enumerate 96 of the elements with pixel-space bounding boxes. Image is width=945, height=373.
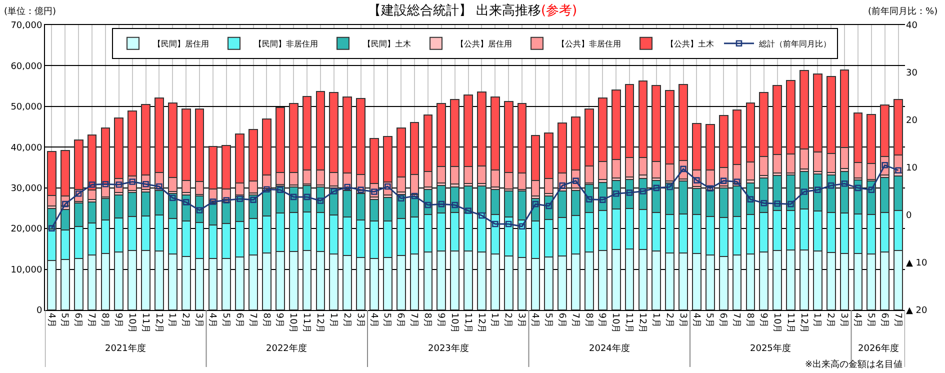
- text: 2021年度: [105, 343, 146, 354]
- y2-tick-label: ▲ 20: [906, 306, 928, 316]
- x-tick-label: 6月: [878, 312, 889, 328]
- legend-label: 【公共】土木: [666, 39, 714, 48]
- x-tick-label: 3月: [516, 312, 526, 328]
- x-tick-label: 4月: [368, 312, 378, 328]
- x-tick-label: 12月: [798, 312, 808, 334]
- legend-label: 【民間】非居住用: [254, 39, 318, 48]
- x-tick-label: 3月: [677, 312, 688, 328]
- text: 2025年度: [750, 343, 791, 354]
- text: ※出来高の金額は名目値: [805, 359, 903, 370]
- x-tick-label: 8月: [744, 312, 755, 328]
- y-tick-label: 40,000: [10, 143, 42, 154]
- x-tick-label: 6月: [72, 312, 83, 328]
- x-tick-label: 4月: [852, 312, 862, 328]
- x-tick-label: 5月: [220, 312, 230, 328]
- x-tick-label: 1月: [328, 312, 338, 328]
- x-tick-label: 10月: [126, 312, 136, 334]
- x-tick-label: 12月: [314, 312, 325, 334]
- y2-tick-label: 20: [906, 116, 918, 126]
- x-tick-label: 12月: [637, 312, 648, 334]
- x-tick-label: 4月: [530, 312, 540, 328]
- y-tick-label: 50,000: [10, 102, 42, 113]
- x-tick-label: 3月: [838, 312, 849, 328]
- y-tick-label: 30,000: [10, 184, 42, 194]
- y-axis-title: (単位：億円): [4, 6, 56, 17]
- text: 2026年度: [858, 343, 899, 354]
- y-tick-label: 10,000: [10, 265, 42, 276]
- y-tick-label: 0: [36, 306, 42, 316]
- x-tick-label: 2月: [341, 312, 352, 328]
- x-tick-label: 7月: [731, 312, 742, 328]
- x-tick-label: 5月: [542, 312, 553, 328]
- x-tick-label: 6月: [718, 312, 728, 328]
- x-tick-label: 7月: [86, 312, 96, 328]
- x-tick-label: 11月: [140, 312, 150, 334]
- x-tick-label: 10月: [448, 312, 459, 334]
- x-tick-label: 9月: [435, 312, 446, 328]
- x-tick-label: 7月: [408, 312, 419, 328]
- x-tick-label: 9月: [596, 312, 607, 328]
- x-tick-label: 10月: [610, 312, 620, 334]
- x-tick-label: 4月: [207, 312, 218, 328]
- x-tick-label: 9月: [112, 312, 123, 328]
- x-tick-label: 8月: [583, 312, 594, 328]
- x-tick-label: 1月: [166, 312, 177, 328]
- legend-label: 総計（前年同月比）: [758, 39, 831, 48]
- x-tick-label: 1月: [489, 312, 500, 328]
- x-tick-label: 6月: [395, 312, 406, 328]
- x-tick-label: 6月: [234, 312, 244, 328]
- x-tick-label: 7月: [247, 312, 258, 328]
- y2-tick-label: 40: [906, 21, 918, 32]
- legend-label: 【民間】居住用: [153, 39, 209, 48]
- text: 2024年度: [589, 343, 630, 354]
- legend-label: 【民間】土木: [363, 39, 411, 48]
- x-tick-label: 5月: [865, 312, 876, 328]
- x-tick-label: 11月: [462, 312, 472, 334]
- chart-subtitle: (参考): [540, 4, 578, 19]
- x-tick-label: 10月: [771, 312, 782, 334]
- x-tick-label: 8月: [422, 312, 432, 328]
- y-tick-label: 60,000: [10, 62, 42, 72]
- x-tick-label: 7月: [570, 312, 580, 328]
- x-tick-label: 9月: [758, 312, 768, 328]
- x-tick-label: 2月: [180, 312, 190, 328]
- x-tick-label: 3月: [194, 312, 204, 328]
- x-tick-label: 12月: [476, 312, 486, 334]
- x-tick-label: 4月: [690, 312, 701, 328]
- x-tick-label: 5月: [382, 312, 392, 328]
- x-tick-label: 1月: [812, 312, 822, 328]
- x-tick-label: 5月: [704, 312, 714, 328]
- y2-tick-label: ▲ 10: [906, 258, 928, 269]
- x-tick-label: 10月: [288, 312, 298, 334]
- x-tick-label: 6月: [556, 312, 566, 328]
- x-tick-label: 11月: [301, 312, 312, 334]
- y-tick-label: 20,000: [10, 224, 42, 235]
- x-tick-label: 2月: [664, 312, 674, 328]
- x-tick-label: 9月: [274, 312, 284, 328]
- x-tick-label: 12月: [153, 312, 164, 334]
- x-tick-label: 8月: [260, 312, 271, 328]
- y2-axis-title: (前年同月比：%): [868, 6, 938, 17]
- x-tick-label: 3月: [354, 312, 365, 328]
- y2-tick-label: 10: [906, 164, 918, 174]
- y2-tick-label: 30: [906, 68, 918, 79]
- text: 2023年度: [428, 343, 469, 354]
- legend-label: 【公共】居住用: [456, 39, 512, 48]
- x-tick-label: 2月: [825, 312, 836, 328]
- x-tick-label: 11月: [624, 312, 634, 334]
- x-tick-label: 2月: [502, 312, 513, 328]
- x-tick-label: 11月: [784, 312, 795, 334]
- legend-label: 【公共】非居住用: [557, 39, 621, 48]
- x-tick-label: 4月: [46, 312, 56, 328]
- x-tick-label: 8月: [100, 312, 110, 328]
- x-tick-label: 5月: [59, 312, 70, 328]
- x-tick-label: 1月: [650, 312, 660, 328]
- text: 2022年度: [266, 343, 307, 354]
- x-tick-label: 7月: [892, 312, 902, 328]
- y2-tick-label: 0: [906, 211, 912, 222]
- y-tick-label: 70,000: [10, 21, 42, 32]
